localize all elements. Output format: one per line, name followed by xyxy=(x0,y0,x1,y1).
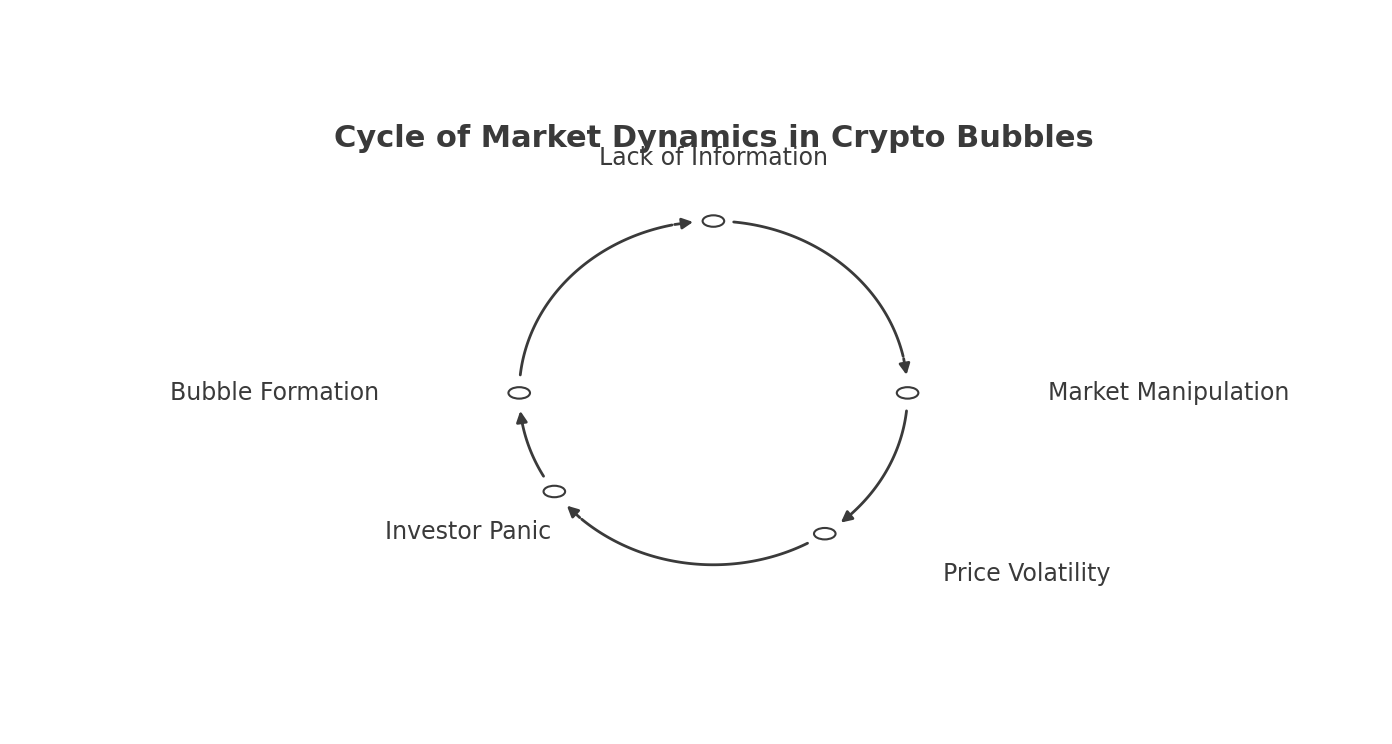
Circle shape xyxy=(508,387,530,399)
Text: Bubble Formation: Bubble Formation xyxy=(170,381,379,405)
Text: Investor Panic: Investor Panic xyxy=(386,519,551,544)
Circle shape xyxy=(703,215,724,227)
Circle shape xyxy=(814,528,835,539)
Text: Cycle of Market Dynamics in Crypto Bubbles: Cycle of Market Dynamics in Crypto Bubbl… xyxy=(334,124,1093,153)
Text: Lack of Information: Lack of Information xyxy=(599,146,828,170)
Text: Price Volatility: Price Volatility xyxy=(944,562,1111,586)
Text: Market Manipulation: Market Manipulation xyxy=(1048,381,1289,405)
Circle shape xyxy=(543,486,565,497)
Circle shape xyxy=(896,387,919,399)
